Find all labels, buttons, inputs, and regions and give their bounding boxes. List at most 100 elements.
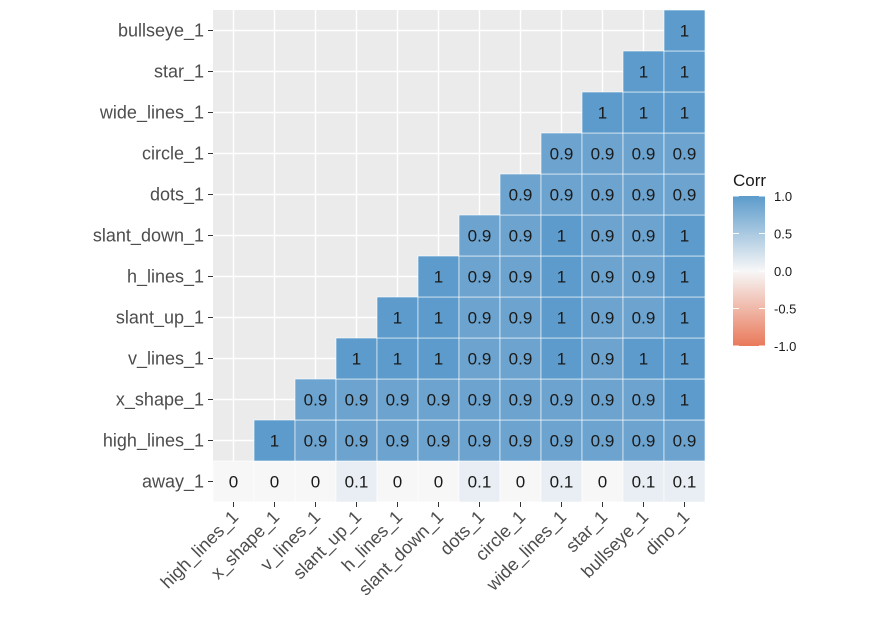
- heatmap-cell: [663, 378, 706, 421]
- cell-value-label: 1: [680, 268, 689, 287]
- cell-value-label: 0.9: [427, 432, 451, 451]
- cell-value-label: 0.9: [468, 391, 492, 410]
- y-tick-label: slant_down_1: [93, 226, 204, 247]
- cell-value-label: 0.9: [591, 309, 615, 328]
- cell-value-label: 0.9: [304, 391, 328, 410]
- heatmap-cell: [499, 378, 542, 421]
- cell-value-label: 1: [434, 268, 443, 287]
- heatmap-cell: [622, 337, 665, 380]
- heatmap-cell: [253, 419, 296, 462]
- cell-value-label: 0: [434, 473, 443, 492]
- y-tick-label: circle_1: [142, 144, 204, 165]
- heatmap-cell: [663, 91, 706, 134]
- cell-value-label: 0.9: [591, 268, 615, 287]
- cell-value-label: 0.9: [427, 391, 451, 410]
- cell-value-label: 0.9: [509, 432, 533, 451]
- heatmap-cell: [663, 460, 706, 503]
- heatmap-cell: [663, 419, 706, 462]
- cell-value-label: 0.9: [632, 391, 656, 410]
- legend-tick-label: -0.5: [774, 302, 796, 317]
- y-tick-label: x_shape_1: [116, 390, 204, 411]
- y-tick-label: dots_1: [150, 185, 204, 206]
- cell-value-label: 0.9: [550, 186, 574, 205]
- cell-value-label: 1: [557, 227, 566, 246]
- cell-value-label: 0.9: [591, 145, 615, 164]
- cell-value-label: 0.9: [345, 432, 369, 451]
- heatmap-cell: [581, 255, 624, 298]
- heatmap-cell: [417, 255, 460, 298]
- legend-ticks: 1.0 0.5 0.0 -0.5 -1.0: [733, 189, 796, 354]
- heatmap-cell: [458, 460, 501, 503]
- cell-value-label: 0: [516, 473, 525, 492]
- cell-value-label: 0: [270, 473, 279, 492]
- legend-tick-label: -1.0: [774, 339, 796, 354]
- cell-value-label: 0.9: [673, 432, 697, 451]
- cell-value-label: 0.9: [509, 391, 533, 410]
- heatmap-cell: [294, 460, 337, 503]
- y-tick-label: high_lines_1: [103, 431, 204, 452]
- cell-value-label: 0.9: [550, 145, 574, 164]
- cell-value-label: 1: [557, 350, 566, 369]
- cell-value-label: 0.9: [509, 309, 533, 328]
- cell-value-label: 1: [598, 104, 607, 123]
- heatmap-cell: [458, 255, 501, 298]
- cell-value-label: 1: [639, 63, 648, 82]
- heatmap-cell: [622, 173, 665, 216]
- cell-value-label: 1: [557, 309, 566, 328]
- cell-value-label: 0: [598, 473, 607, 492]
- heatmap-cell: [540, 419, 583, 462]
- heatmap-cell: [540, 214, 583, 257]
- heatmap-cell: [622, 255, 665, 298]
- legend-tick-label: 1.0: [774, 189, 792, 204]
- cell-value-label: 0.9: [591, 350, 615, 369]
- cell-value-label: 1: [680, 391, 689, 410]
- cell-value-label: 0.9: [345, 391, 369, 410]
- cell-value-label: 0.9: [509, 268, 533, 287]
- cell-value-label: 0.9: [304, 432, 328, 451]
- heatmap-cell: [663, 296, 706, 339]
- legend-tick-label: 0.0: [774, 264, 792, 279]
- cell-value-label: 0.1: [550, 473, 574, 492]
- heatmap-cell: [622, 378, 665, 421]
- cell-value-label: 0.9: [468, 350, 492, 369]
- cell-value-label: 0: [229, 473, 238, 492]
- heatmap-cell: [335, 419, 378, 462]
- legend: Corr 1.0 0.5 0.0 -0.5 -1.0: [733, 171, 796, 354]
- cell-value-label: 0: [393, 473, 402, 492]
- y-axis: away_1 high_lines_1 x_shape_1 v_lines_1 slan…: [93, 21, 213, 493]
- heatmap-cell: [581, 91, 624, 134]
- heatmap-cell: [581, 132, 624, 175]
- cell-value-label: 1: [680, 22, 689, 41]
- heatmap-cell: [499, 214, 542, 257]
- heatmap-cell: [581, 419, 624, 462]
- cell-value-label: 1: [639, 104, 648, 123]
- cell-value-label: 0.9: [591, 186, 615, 205]
- cell-value-label: 0.1: [673, 473, 697, 492]
- heatmap-cell: [540, 132, 583, 175]
- heatmap-cell: [417, 460, 460, 503]
- heatmap-cell: [663, 173, 706, 216]
- y-tick-label: away_1: [142, 472, 204, 493]
- cell-value-label: 0.9: [550, 391, 574, 410]
- heatmap-cell: [622, 132, 665, 175]
- heatmap-cell: [417, 419, 460, 462]
- cell-value-label: 0.9: [632, 145, 656, 164]
- legend-title: Corr: [733, 171, 766, 190]
- heatmap-cell: [540, 296, 583, 339]
- y-tick-label: wide_lines_1: [99, 103, 204, 124]
- heatmap-cell: [335, 378, 378, 421]
- y-tick-label: slant_up_1: [116, 308, 204, 329]
- heatmap-cell: [622, 419, 665, 462]
- cell-value-label: 0.9: [632, 309, 656, 328]
- cell-value-label: 0.9: [509, 227, 533, 246]
- cell-value-label: 0.9: [509, 350, 533, 369]
- heatmap-cell: [663, 50, 706, 93]
- cell-value-label: 0.9: [468, 432, 492, 451]
- legend-tick-label: 0.5: [774, 227, 792, 242]
- y-tick-label: v_lines_1: [128, 349, 204, 370]
- heatmap-cell: [458, 296, 501, 339]
- cell-value-label: 1: [393, 309, 402, 328]
- cell-value-label: 0.9: [509, 186, 533, 205]
- heatmap-cell: [622, 214, 665, 257]
